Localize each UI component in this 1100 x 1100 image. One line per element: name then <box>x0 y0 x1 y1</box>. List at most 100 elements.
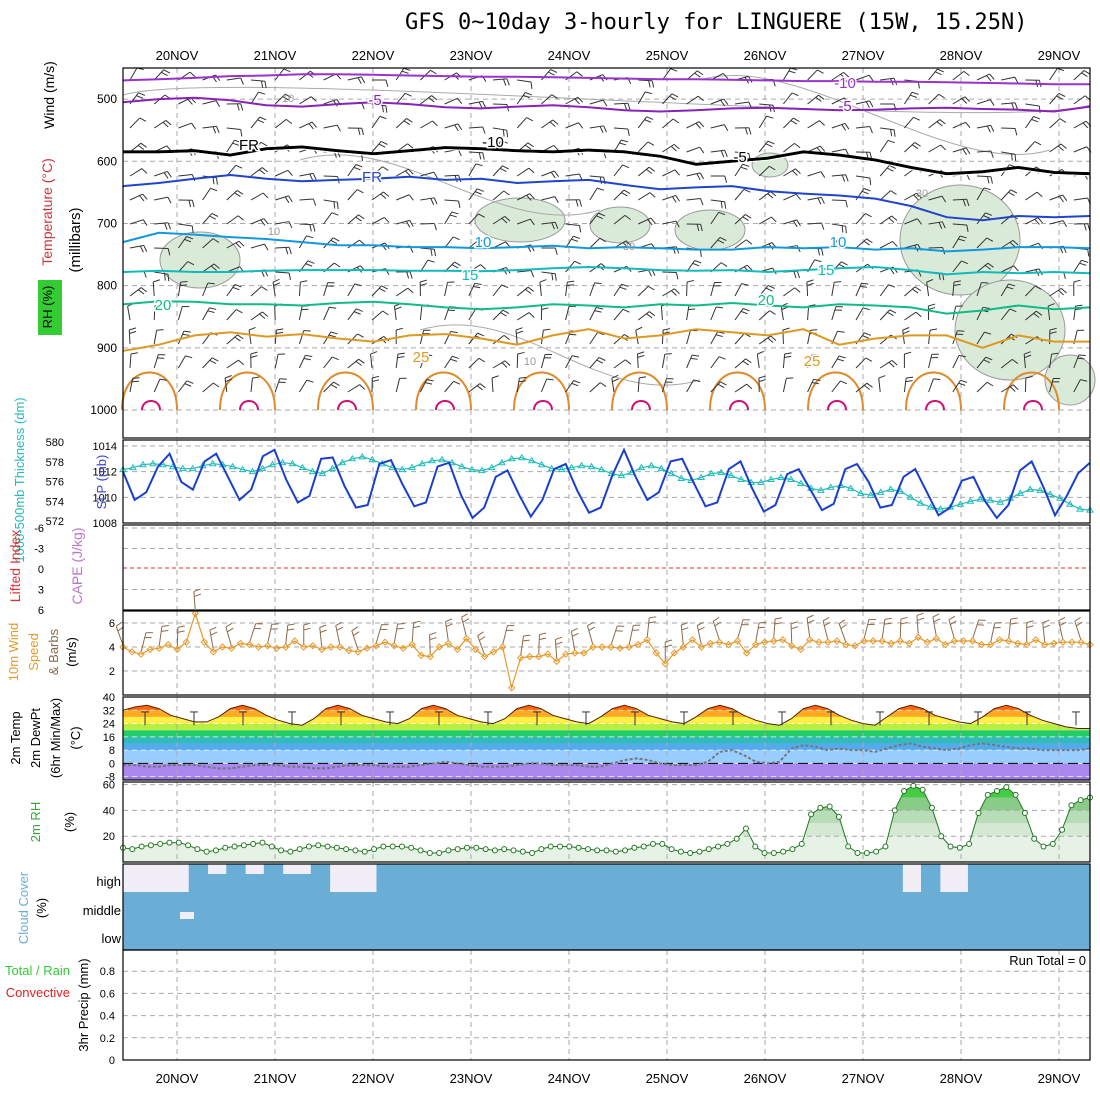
cloud-cell-middle <box>545 892 556 921</box>
wind-barb <box>661 68 672 81</box>
wind-speed-marker <box>200 638 209 646</box>
wind-barb-flag <box>767 140 775 145</box>
wind-barb-flag <box>686 279 695 283</box>
wind-barb <box>541 170 555 177</box>
wind-barb <box>904 311 917 321</box>
wind-barb-flag <box>191 200 195 208</box>
wind-barb-flag <box>740 166 748 170</box>
wind-barb <box>468 307 477 321</box>
cloud-cell-high <box>301 874 312 892</box>
rh-marker <box>575 844 582 851</box>
wind-barb <box>1024 116 1034 129</box>
wind-speed-marker <box>634 640 642 649</box>
cloud-cell-high <box>733 864 744 892</box>
rh-marker <box>696 848 703 855</box>
wind-barb-flag <box>821 222 825 230</box>
pressure-tick-label: 800 <box>97 279 117 293</box>
wind-barb-flag <box>573 235 581 239</box>
cloud-cell-middle <box>554 892 565 921</box>
wind-barb-flag <box>744 214 752 219</box>
cloud-cell-low <box>883 921 894 950</box>
rh-marker <box>464 844 471 851</box>
wind-barb <box>613 308 624 321</box>
cloud-cell-low <box>639 921 650 950</box>
rh-marker <box>315 842 322 849</box>
wind-barb <box>444 331 452 345</box>
wind-barb <box>696 625 702 646</box>
wind-barb-flag <box>216 126 220 133</box>
wind-barb <box>178 261 189 273</box>
cloud-cell-low <box>864 921 875 950</box>
wind-barb-flag <box>454 261 461 267</box>
wind-barb-flag <box>888 284 896 288</box>
wind-barb-flag <box>137 144 145 150</box>
wind-barb <box>686 146 700 153</box>
wind-barb-flag <box>156 329 164 331</box>
wind-barb-flag <box>965 147 971 155</box>
cloud-cell-low <box>282 921 293 950</box>
wind-barb-flag <box>154 304 162 307</box>
wind-barb-flag <box>648 80 651 88</box>
wind-barb-flag <box>161 625 169 627</box>
cloud-cell-low <box>620 921 631 950</box>
rh-marker <box>1068 802 1075 809</box>
cloud-cell-high <box>273 864 284 892</box>
wind-barb-flag <box>1057 145 1064 151</box>
cloud-cell-middle <box>179 892 190 921</box>
thickness-marker <box>677 474 686 482</box>
wind-speed-marker <box>751 640 760 649</box>
cloud-cell-middle <box>770 892 781 921</box>
wind-barb <box>662 143 675 153</box>
wind-barb-flag <box>700 224 703 232</box>
wind-speed-marker <box>607 643 615 651</box>
wind-barb <box>916 615 919 636</box>
wind-speed-marker <box>986 640 995 649</box>
cloud-cell-middle <box>639 892 650 921</box>
wind-speed-marker <box>643 636 651 644</box>
wind-barb <box>226 139 235 153</box>
wind-barb <box>780 306 784 321</box>
cloud-cell-low <box>132 921 143 950</box>
wind-barb-flag <box>715 334 723 337</box>
wind-barb <box>540 330 544 345</box>
slp-ylabel: SLP (mb) <box>94 455 109 510</box>
wind-barb <box>539 282 542 297</box>
thickness-marker <box>438 455 446 463</box>
wind-barb-flag <box>720 381 727 386</box>
temp-band <box>123 776 1090 780</box>
wind-barb-flag <box>259 116 267 121</box>
rh-contour-label: 30 <box>623 241 635 253</box>
wind-barb-flag <box>401 70 409 74</box>
cloud-cell-low <box>329 921 340 950</box>
rh-marker <box>240 842 247 849</box>
wind-barb-flag <box>888 361 895 368</box>
rh-marker <box>994 788 1001 795</box>
wind-speed-marker <box>462 634 471 643</box>
cloud-tick-label: high <box>96 874 121 889</box>
rh-frame <box>122 781 1091 863</box>
wind-barb <box>444 355 453 369</box>
wind-barb-flag <box>235 309 243 314</box>
wind-speed-marker <box>309 642 317 650</box>
wind-barb <box>250 167 263 177</box>
wind-barb-flag <box>1034 141 1042 146</box>
wind-barb-flag <box>989 73 995 80</box>
cloud-cell-low <box>789 921 800 950</box>
wind-barb <box>419 330 425 345</box>
wind-barb-flag <box>385 105 388 113</box>
wind-barb-flag <box>741 283 749 286</box>
wind-barb <box>1001 151 1016 155</box>
wind-barb <box>395 354 399 369</box>
wind-barb <box>274 378 281 393</box>
wind-speed-marker <box>571 649 579 657</box>
temp-contour-30 <box>219 371 276 411</box>
wind-barb-flag <box>476 385 484 391</box>
wind-barb-flag <box>603 125 607 133</box>
cloud-cell-low <box>808 921 819 950</box>
cloud-cell-low <box>554 921 565 950</box>
wind-barb-flag <box>501 140 508 144</box>
wind-barb-flag <box>285 118 293 124</box>
rh-marker <box>845 843 852 850</box>
li-tick-label: -3 <box>34 544 44 556</box>
wind-barb-flag <box>983 359 991 364</box>
